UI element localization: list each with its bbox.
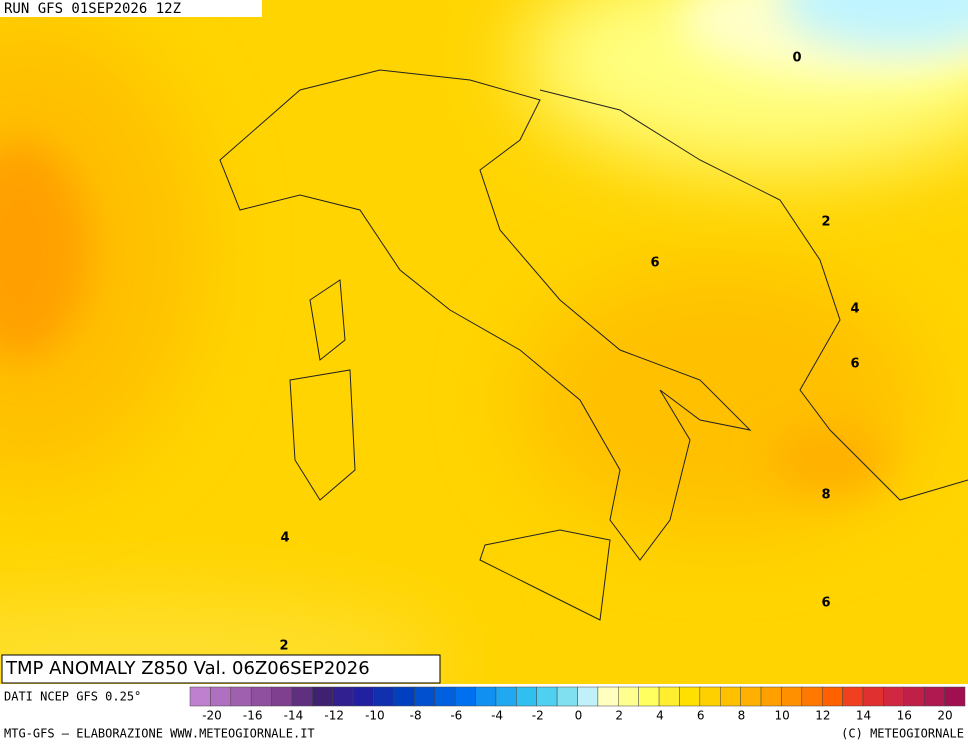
title-box [1,654,441,684]
colorbar-label: 14 [856,709,871,723]
colorbar-label: -14 [284,709,304,723]
colorbar-swatch [454,686,476,707]
colorbar-swatch [495,686,517,707]
colorbar-label: -20 [202,709,222,723]
colorbar-swatch [434,686,456,707]
colorbar-swatch [332,686,354,707]
colorbar-label: 12 [815,709,830,723]
colorbar-label: 10 [774,709,789,723]
colorbar-swatch [536,686,558,707]
colorbar-swatch [414,686,435,707]
colorbar-label: -16 [243,709,263,723]
contour-label: 6 [650,256,659,271]
colorbar-swatch [250,686,272,707]
contour-label: 2 [279,639,288,654]
colorbar-label: -10 [365,709,385,723]
colorbar-swatch [312,686,334,707]
contour-label: 8 [821,488,830,503]
colorbar-swatch [720,686,741,707]
map-title: TMP ANOMALY Z850 Val. 06Z06SEP2026 [5,658,370,679]
colorbar-swatch [944,686,966,707]
contour-label: 6 [821,596,830,611]
run-box [0,0,262,17]
colorbar-label: 2 [615,709,623,723]
colorbar-swatch [842,686,864,707]
colorbar-swatch [516,686,537,707]
colorbar-swatch [393,686,415,707]
colorbar-label: -8 [410,709,422,723]
colorbar-swatch [597,686,619,707]
colorbar-label: -12 [324,709,344,723]
contour-label: 6 [850,357,859,372]
run-label: RUN GFS 01SEP2026 12Z [4,1,181,17]
colorbar-swatch [475,686,497,707]
colorbar-swatch [801,686,823,707]
colorbar-swatch [658,686,680,707]
colorbar-swatch [923,686,945,707]
colorbar-swatch [210,686,232,707]
contour-label: 2 [821,215,830,230]
colorbar-swatch [577,686,599,707]
colorbar-label: 6 [697,709,705,723]
colorbar-label: 0 [575,709,583,723]
colorbar-swatch [883,686,905,707]
colorbar-swatch [373,686,395,707]
colorbar-swatch [903,686,925,707]
contour-label: 4 [280,531,289,546]
colorbar-label: -6 [450,709,462,723]
source-label: DATI NCEP GFS 0.25° [4,690,141,704]
colorbar-swatch [781,686,803,707]
colorbar-swatch [679,686,701,707]
colorbar-swatch [291,686,313,707]
colorbar-swatch [821,686,843,707]
contour-label: 4 [850,302,859,317]
colorbar-label: 8 [738,709,746,723]
colorbar-swatch [699,686,721,707]
colorbar-label: -4 [491,709,503,723]
footer-left: MTG-GFS — ELABORAZIONE WWW.METEOGIORNALE… [4,727,315,741]
contour-label: 0 [792,51,801,66]
map-field [0,0,968,684]
colorbar-swatch [230,686,252,707]
colorbar-label: 16 [897,709,912,723]
footer-right: (C) METEOGIORNALE [841,727,964,741]
colorbar-label: 20 [937,709,952,723]
colorbar-swatch [862,686,884,707]
colorbar-swatch [556,686,578,707]
colorbar-swatch [271,686,293,707]
colorbar-swatch [760,686,782,707]
colorbar-swatch [352,686,374,707]
colorbar-label: -2 [532,709,544,723]
colorbar-label: 4 [656,709,664,723]
colorbar-swatch [189,686,211,707]
colorbar-swatch [740,686,762,707]
colorbar-swatch [618,686,639,707]
colorbar-swatch [638,686,660,707]
